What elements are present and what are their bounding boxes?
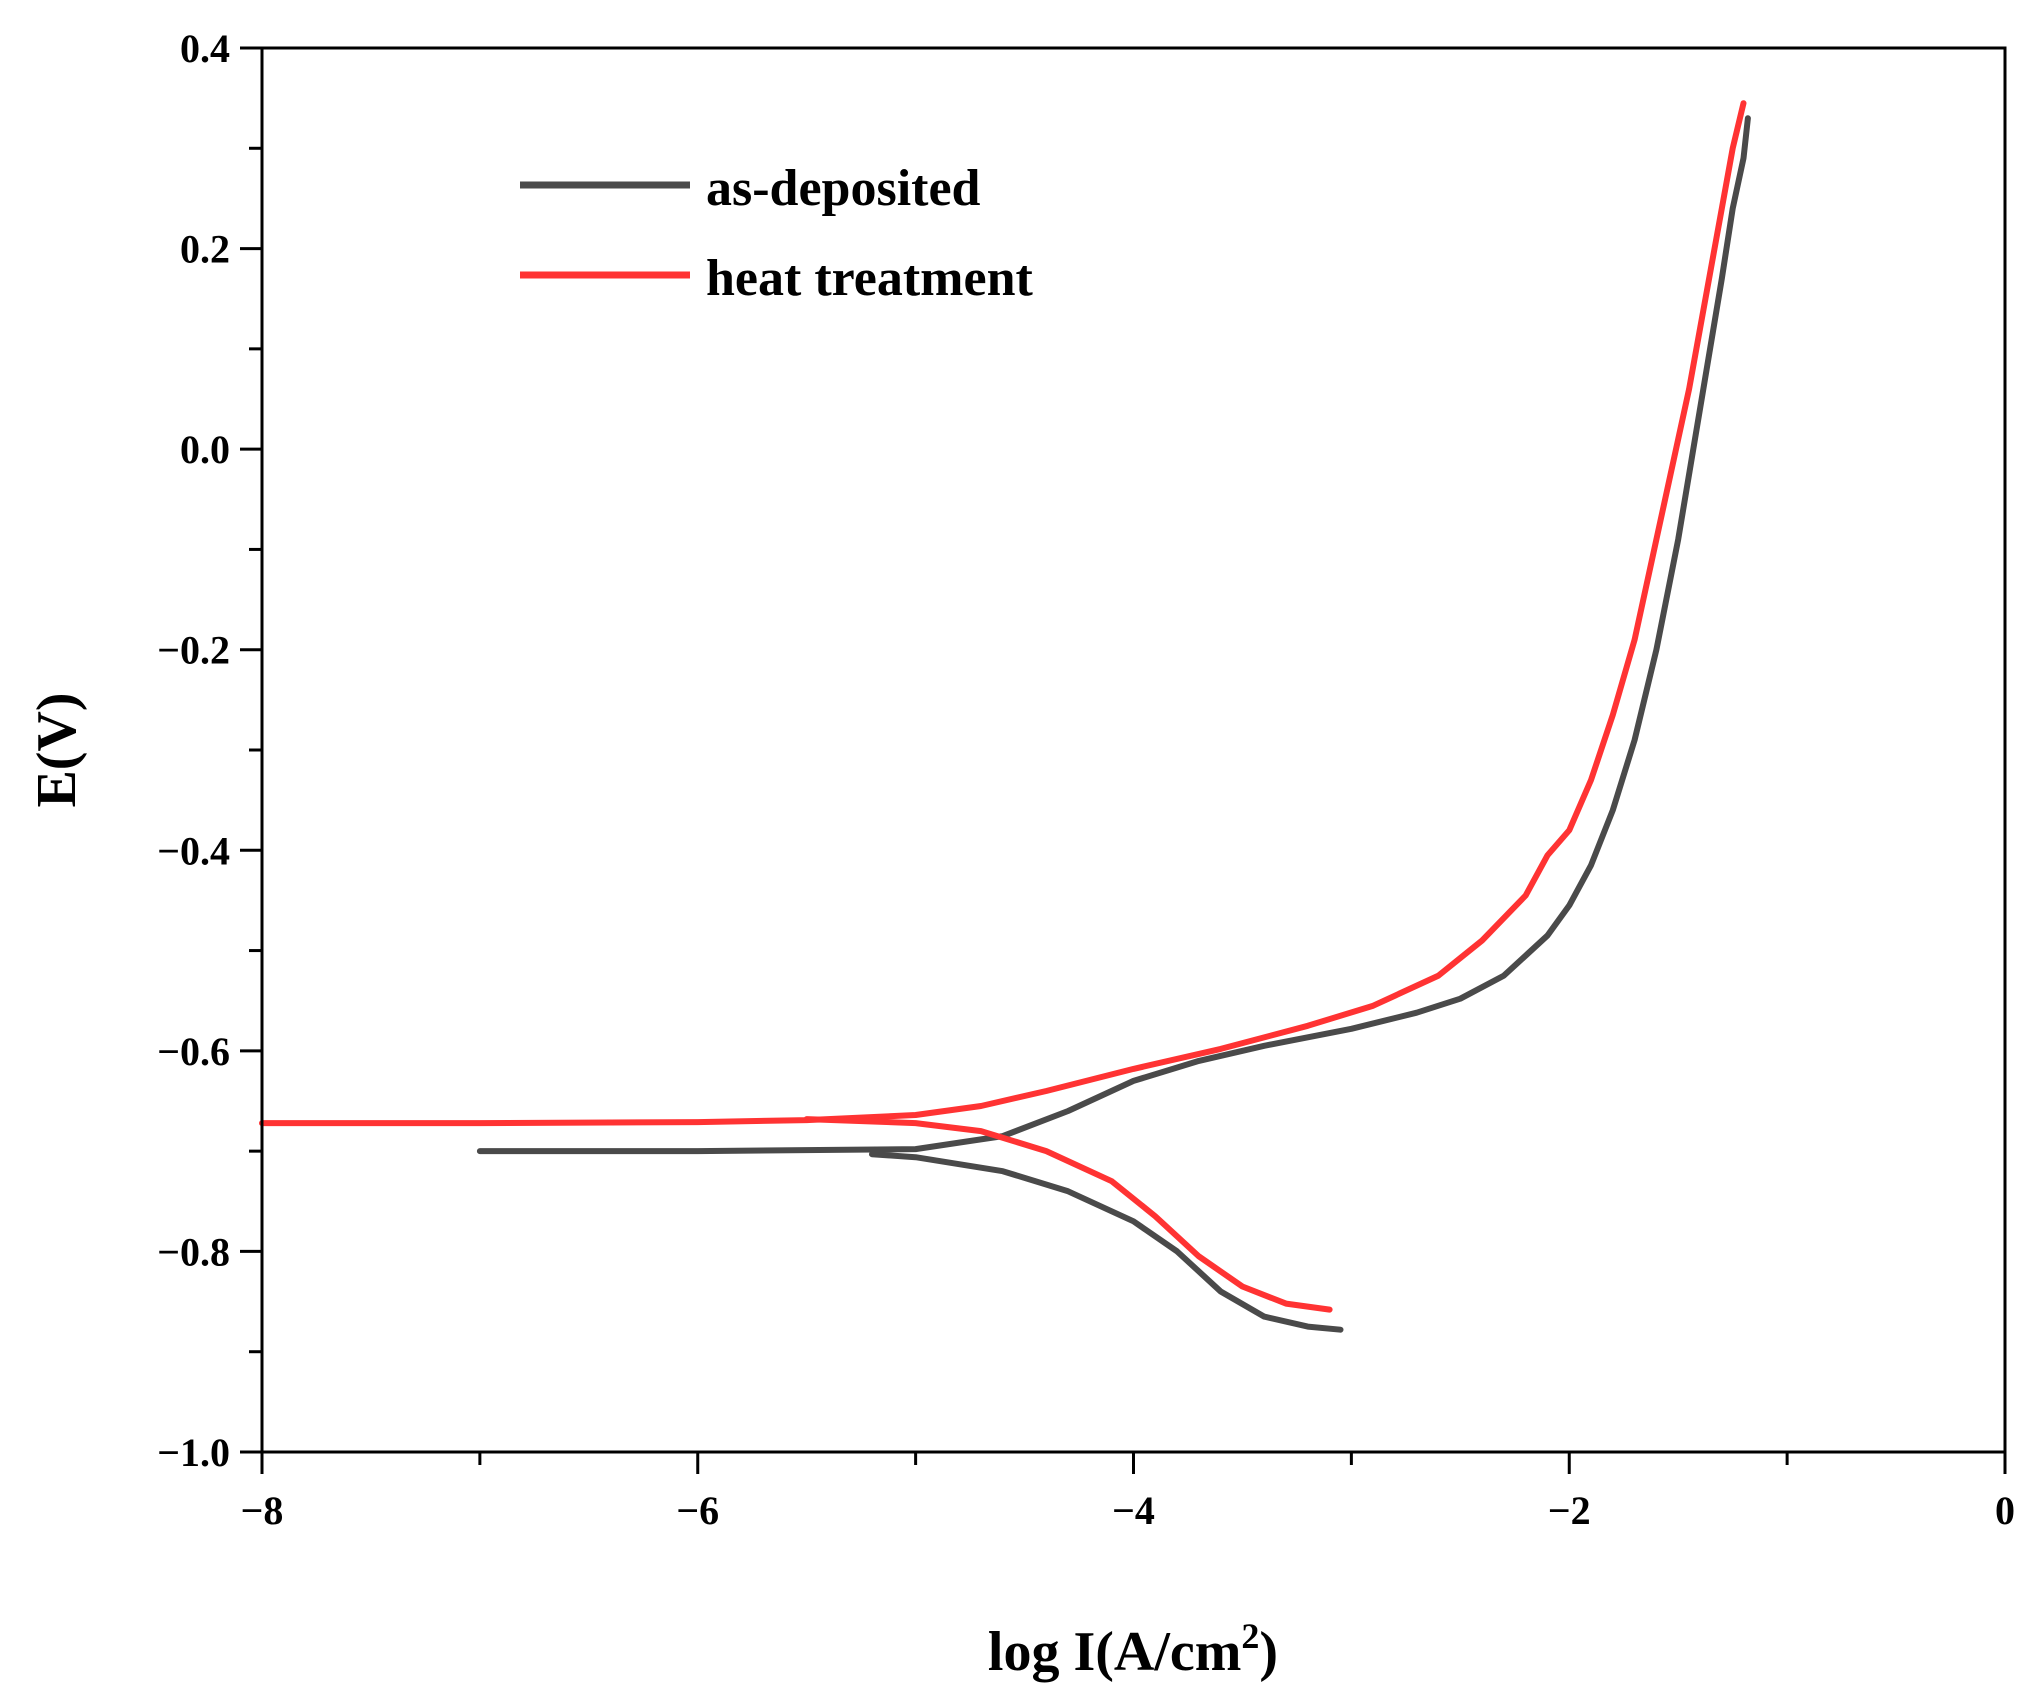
y-tick-label: 0.0 xyxy=(180,427,230,472)
x-tick-label: −6 xyxy=(676,1488,719,1533)
plot-area xyxy=(259,100,1751,1333)
y-axis-title: E(V) xyxy=(26,692,88,807)
plot-frame xyxy=(260,46,2007,1454)
y-tick-label: 0.2 xyxy=(180,227,230,272)
legend: as-deposited heat treatment xyxy=(520,160,1033,307)
legend-label-heat-treatment: heat treatment xyxy=(706,250,1033,307)
series-line-as-deposited-cathodic xyxy=(869,1151,1344,1333)
legend-label-as-deposited: as-deposited xyxy=(706,160,981,217)
y-tick-label: −0.4 xyxy=(157,828,230,873)
axis-tick-labels: −8 −6 −4 −2 0 0.4 0.2 0.0 −0.2 −0.4 −0.6 −0.8 −1.0 xyxy=(157,26,2015,1533)
series-line-as-deposited-anodic xyxy=(476,115,1751,1155)
axis-ticks xyxy=(240,46,2007,1474)
x-tick-label: −2 xyxy=(1548,1488,1591,1533)
x-axis-title: log I(A/cm2) xyxy=(988,1616,1278,1683)
y-tick-label: −0.6 xyxy=(157,1029,230,1074)
series-line-heat-treatment-anodic xyxy=(259,100,1747,1127)
series-line-heat-treatment-cathodic xyxy=(803,1116,1333,1313)
x-tick-label: −4 xyxy=(1112,1488,1155,1533)
y-tick-label: −0.2 xyxy=(157,628,230,673)
y-tick-label: −1.0 xyxy=(157,1430,230,1475)
y-tick-label: 0.4 xyxy=(180,26,230,71)
x-tick-label: −8 xyxy=(241,1488,284,1533)
y-tick-label: −0.8 xyxy=(157,1229,230,1274)
x-tick-label: 0 xyxy=(1995,1488,2015,1533)
